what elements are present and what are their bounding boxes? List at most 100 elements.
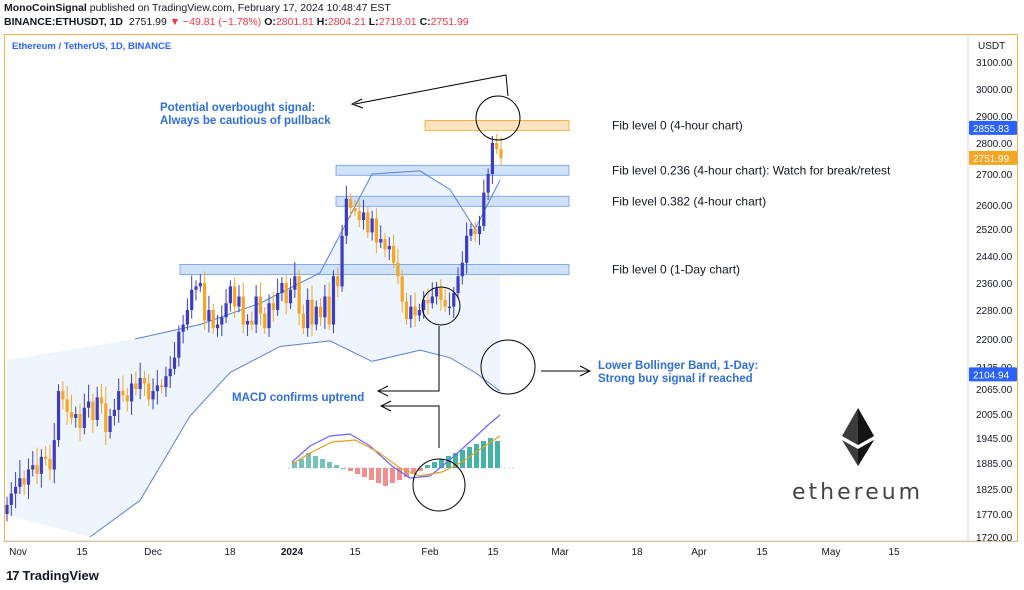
time-tick: Mar [551, 547, 569, 558]
price-tick: 1945.00 [976, 434, 1013, 445]
macd-bar [432, 462, 437, 468]
macd-bar [439, 459, 444, 468]
upper-band-line [134, 170, 501, 340]
fib-levels: Fib level 0 (4-hour chart) Fib level 0.23… [179, 118, 891, 277]
macd-bar [355, 468, 360, 474]
candle-body [349, 198, 353, 208]
overbought-note-line1: Potential overbought signal: [160, 102, 315, 114]
time-tick: 15 [349, 547, 361, 558]
candle-body [327, 296, 331, 325]
time-tick: 15 [756, 547, 768, 558]
fib-label: Fib level 0 (4-hour chart) [612, 118, 743, 132]
candle-body [108, 416, 112, 432]
close-label: C: [419, 16, 431, 28]
candle-body [9, 493, 13, 505]
macd-bar [341, 468, 346, 469]
fib-label: Fib level 0.236 (4-hour chart): Watch fo… [612, 163, 891, 177]
candle-body [207, 310, 211, 321]
candle-body [387, 245, 391, 250]
candle-body [82, 407, 86, 428]
macd-bar [495, 441, 500, 468]
macd-arrow-upper [379, 326, 440, 392]
price-tick: 3100.00 [976, 58, 1013, 69]
time-tick: 15 [76, 547, 88, 558]
low-value: 2719.01 [378, 16, 417, 28]
candle-body [417, 310, 421, 316]
candle-body [224, 303, 228, 318]
candle-body [452, 293, 456, 307]
macd-bar [292, 462, 297, 468]
time-tick: 18 [631, 547, 643, 558]
price-tick: 2900.00 [976, 112, 1013, 123]
pivot-circle [421, 286, 461, 326]
candle-body [258, 296, 263, 314]
price-labels: 2855.83 2751.99 2104.94 [969, 120, 1017, 382]
tradingview-logo[interactable]: 17 TradingView [6, 568, 99, 583]
candle-body [138, 378, 142, 389]
candle-body [228, 286, 232, 304]
candle-body [280, 283, 284, 294]
candle-body [35, 465, 39, 474]
symbol-label: BINANCE:ETHUSDT, 1D [4, 16, 124, 28]
candle-body [185, 310, 190, 325]
bollinger-fill [7, 170, 500, 537]
candle-body [194, 286, 198, 290]
candle-body [211, 310, 215, 329]
overbought-circle [475, 95, 521, 141]
lower-bb-note-line1: Lower Bollinger Band, 1-Day: [598, 360, 758, 372]
price-tick: 2700.00 [976, 170, 1013, 181]
candle-body [117, 391, 121, 410]
macd-bar [460, 450, 465, 468]
candle-body [284, 283, 288, 304]
candle-body [370, 218, 374, 233]
lower-band-arrowhead [579, 365, 592, 377]
candle-body [400, 276, 404, 302]
price-tick: 2600.00 [976, 201, 1013, 212]
candle-body [164, 376, 168, 388]
price-tick: 3000.00 [976, 85, 1013, 96]
candle-body [203, 283, 207, 321]
candle-body [112, 409, 116, 416]
price-tag-bg [969, 367, 1017, 382]
macd-bar [488, 438, 493, 468]
macd-bar [299, 459, 304, 468]
candle-body [263, 313, 267, 329]
time-tick: Feb [421, 547, 439, 558]
price-tick: 2280.00 [976, 306, 1013, 317]
candle-body [151, 391, 155, 400]
candle-body [482, 192, 486, 226]
candle-body [314, 306, 318, 325]
price-tick: 2520.00 [976, 225, 1013, 236]
macd-panel [288, 414, 514, 486]
time-tick: Apr [691, 547, 707, 558]
bollinger-bands [89, 170, 501, 538]
time-tick: 18 [224, 547, 236, 558]
fib-zone [179, 264, 570, 275]
candle-body [48, 458, 52, 470]
macd-bar [306, 453, 311, 468]
candle-body [181, 324, 185, 332]
candle-body [297, 276, 301, 314]
time-tick: 2024 [281, 547, 304, 558]
candle-body [361, 212, 366, 220]
candle-body [155, 385, 159, 392]
candle-body [490, 143, 495, 174]
fib-label: Fib level 0.382 (4-hour chart) [612, 194, 766, 208]
candle-body [495, 143, 499, 150]
macd-bar [404, 468, 409, 477]
candle-body [134, 383, 138, 389]
candle-body [61, 391, 65, 400]
macd-bar [313, 456, 318, 468]
high-value: 2804.21 [327, 16, 366, 28]
macd-bar [327, 462, 332, 468]
candle-body [434, 288, 439, 297]
candle-body [44, 456, 48, 459]
ohlc-bar: BINANCE:ETHUSDT, 1D 2751.99 ▼ −49.81 (−1… [4, 16, 469, 28]
author-name[interactable]: MonoCoinSignal [4, 2, 87, 14]
price-tick: 2440.00 [976, 252, 1013, 263]
price-tick: 1825.00 [976, 485, 1013, 496]
candle-body [142, 378, 147, 384]
last-price: 2751.99 [128, 16, 167, 28]
candle-body [413, 306, 417, 316]
